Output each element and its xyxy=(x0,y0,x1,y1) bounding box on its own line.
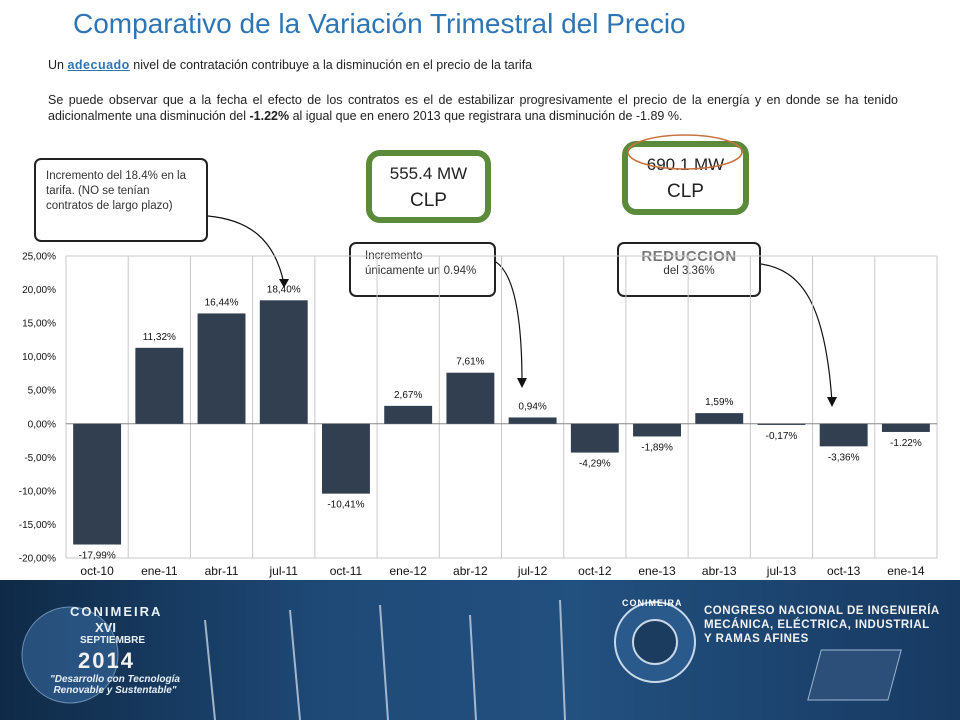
bar xyxy=(197,313,246,424)
callout-increment-18-text: Incremento del 18.4% en la tarifa. (NO s… xyxy=(46,170,187,212)
congress-name: CONGRESO NACIONAL DE INGENIERÍA MECÁNICA… xyxy=(704,604,944,646)
paragraph-pre: Se puede observar que a la fecha el efec… xyxy=(48,93,898,123)
callout-increment-18: Incremento del 18.4% en la tarifa. (NO s… xyxy=(34,158,208,242)
bar xyxy=(695,413,744,424)
data-label: -3,36% xyxy=(828,452,860,463)
x-tick-label: ene-12 xyxy=(389,564,427,578)
x-tick-label: abr-11 xyxy=(205,564,239,578)
bar xyxy=(322,423,370,494)
bar xyxy=(881,423,930,432)
bar xyxy=(508,417,557,424)
bar xyxy=(259,300,308,424)
x-tick-label: jul-12 xyxy=(517,564,548,578)
event-slogan: "Desarrollo con Tecnología Renovable y S… xyxy=(50,674,180,696)
y-tick-label: 0,00% xyxy=(28,419,56,430)
event-year: 2014 xyxy=(78,648,135,673)
callout-increment-094: Incremento únicamente un 0.94% xyxy=(349,242,496,297)
x-tick-label: ene-11 xyxy=(141,564,178,578)
x-tick-label: ene-14 xyxy=(887,564,925,578)
footer-banner: CONIMEIRA XVI SEPTIEMBRE 2014 "Desarroll… xyxy=(0,580,960,720)
y-tick-label: 10,00% xyxy=(22,352,56,363)
bar xyxy=(446,372,495,424)
bar xyxy=(633,423,681,437)
data-label: 18,40% xyxy=(267,284,301,295)
y-tick-label: 20,00% xyxy=(22,285,56,296)
mw-value: 555.4 MW xyxy=(389,164,468,183)
congress-line-1: CONGRESO NACIONAL DE INGENIERÍA xyxy=(704,605,940,617)
y-tick-label: -5,00% xyxy=(24,453,56,464)
x-tick-label: abr-12 xyxy=(453,564,488,578)
y-tick-label: -20,00% xyxy=(19,554,56,565)
bar xyxy=(819,423,868,447)
event-edition: XVI xyxy=(95,620,116,635)
subtitle-highlight: adecuado xyxy=(67,58,130,72)
y-tick-label: 5,00% xyxy=(28,386,56,397)
y-tick-label: -15,00% xyxy=(19,520,56,531)
data-label: 11,32% xyxy=(143,332,176,343)
x-tick-label: jul-13 xyxy=(766,564,797,578)
x-tick-label: oct-10 xyxy=(80,564,114,578)
callout-reduccion-text: del 3.36% xyxy=(663,265,715,277)
mw-value: 690.1 MW xyxy=(646,155,725,174)
bar xyxy=(135,347,184,424)
x-tick-label: ene-13 xyxy=(638,564,676,578)
bar xyxy=(757,423,806,425)
data-label: -10,41% xyxy=(327,500,364,511)
bar xyxy=(73,423,122,545)
data-label: 7,61% xyxy=(456,357,484,368)
y-tick-label: -10,00% xyxy=(19,486,56,497)
congress-line-2: MECÁNICA, ELÉCTRICA, INDUSTRIAL xyxy=(704,619,930,631)
x-tick-label: abr-13 xyxy=(702,564,737,578)
paragraph-bold: -1.22% xyxy=(249,109,290,123)
data-label: 1,59% xyxy=(705,397,733,408)
x-tick-label: oct-13 xyxy=(827,564,861,578)
mw-label: CLP xyxy=(410,190,447,211)
subtitle: Un adecuado nivel de contratación contri… xyxy=(48,58,532,72)
mw-box-690: 690.1 MW CLP xyxy=(622,141,749,215)
event-name: CONIMEIRA xyxy=(70,604,163,619)
data-label: -0,17% xyxy=(766,431,798,442)
description-paragraph: Se puede observar que a la fecha el efec… xyxy=(48,92,898,124)
data-label: 0,94% xyxy=(518,401,546,412)
congress-line-3: Y RAMAS AFINES xyxy=(704,633,809,645)
data-label: -1,89% xyxy=(641,442,673,453)
data-label: 2,67% xyxy=(394,390,422,401)
brand-arc-text: CONIMEIRA xyxy=(622,598,683,608)
data-label: 16,44% xyxy=(205,297,239,308)
mw-box-555: 555.4 MW CLP xyxy=(366,150,491,223)
data-label: -4,29% xyxy=(579,459,611,470)
data-label: -1.22% xyxy=(890,438,922,449)
y-tick-label: 25,00% xyxy=(22,252,56,263)
callout-reduccion: REDUCCION del 3.36% xyxy=(617,242,761,297)
y-tick-label: 15,00% xyxy=(22,319,56,330)
paragraph-post: al igual que en enero 2013 que registrar… xyxy=(289,109,683,123)
bar-chart: 25,00% 20,00% 15,00% 10,00% 5,00% 0,00% -5,00%… xyxy=(19,252,938,578)
data-label: -17,99% xyxy=(78,551,115,562)
x-tick-label: oct-12 xyxy=(578,564,612,578)
event-month: SEPTIEMBRE xyxy=(80,635,146,646)
globe-icon xyxy=(21,599,902,720)
bar xyxy=(570,423,619,453)
subtitle-pre: Un xyxy=(48,58,68,72)
subtitle-post: nivel de contratación contribuye a la di… xyxy=(129,58,533,72)
x-tick-label: jul-11 xyxy=(269,564,299,578)
bar xyxy=(384,405,433,424)
mw-label: CLP xyxy=(667,181,704,202)
x-tick-label: oct-11 xyxy=(330,564,363,578)
page-title: Comparativo de la Variación Trimestral d… xyxy=(73,8,686,39)
